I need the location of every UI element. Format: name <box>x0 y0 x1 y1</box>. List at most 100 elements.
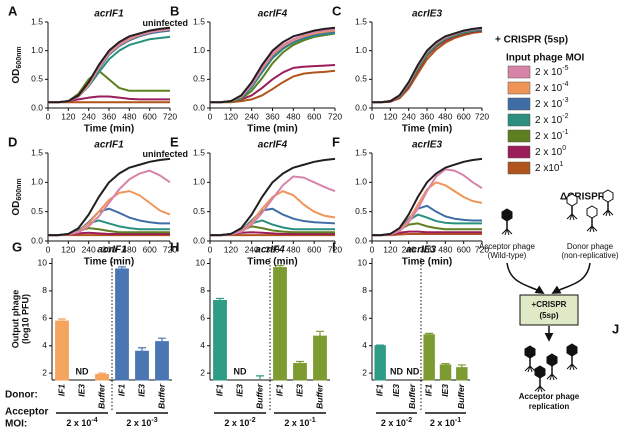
x-tick-label: 120 <box>61 111 75 121</box>
legend-swatch <box>507 161 531 175</box>
category-label: IF1 <box>374 384 384 397</box>
group-label-base: 2 x 10 <box>126 418 151 428</box>
category-label: IF1 <box>56 384 66 397</box>
legend-title: Input phage MOI <box>506 53 585 64</box>
x-tick-label: 240 <box>82 244 96 254</box>
legend-label-base: 2 x 10 <box>535 67 563 78</box>
bar <box>95 374 109 381</box>
legend-label-base: 2 x 10 <box>535 131 563 142</box>
series-line <box>48 35 171 104</box>
value-label: ND <box>406 366 419 376</box>
category-label: Buffer <box>407 383 417 409</box>
y-axis-label-main: OD <box>11 201 22 216</box>
bar <box>313 335 327 381</box>
x-axis-label: Time (min) <box>84 257 134 268</box>
group-label-exp: -2 <box>249 417 255 424</box>
panel-title: acrIE3 <box>406 245 436 256</box>
series-line <box>372 30 483 104</box>
crispr-box <box>519 294 579 326</box>
category-label: IE3 <box>294 384 304 397</box>
legend-label: 2 x 10-3 <box>535 97 569 110</box>
panel-letter: G <box>12 239 22 254</box>
bar <box>135 350 149 381</box>
legend-crispr: + CRISPR (5sp) <box>495 35 568 46</box>
x-tick-label: 720 <box>475 111 489 121</box>
arrow <box>506 262 545 294</box>
panel-letter: A <box>8 3 18 18</box>
diagram-text: (5sp) <box>539 311 558 320</box>
series-line <box>48 26 171 104</box>
group-label-base: 2 x 10 <box>381 418 406 428</box>
y-tick-label: 2 <box>362 367 367 377</box>
x-axis-label: Time (min) <box>84 124 134 135</box>
y-tick-label: 1.5 <box>31 147 43 157</box>
error-bar <box>58 318 66 322</box>
x-tick-label: 0 <box>46 111 51 121</box>
group-label: 2 x 10-1 <box>284 417 315 429</box>
panel-letter: I <box>332 239 336 254</box>
x-tick-label: 120 <box>224 244 238 254</box>
y-tick-label: 0.0 <box>193 235 205 245</box>
x-axis-label: Time (min) <box>247 257 297 268</box>
x-tick-label: 120 <box>383 244 397 254</box>
x-tick-label: 360 <box>420 244 434 254</box>
x-tick-label: 360 <box>102 244 116 254</box>
donor-phage <box>566 193 578 221</box>
acceptor-phage <box>501 208 513 236</box>
legend-swatch <box>507 65 531 79</box>
error-bar <box>216 297 224 301</box>
x-tick-label: 0 <box>46 244 51 254</box>
y-tick-label: 0.5 <box>355 74 367 84</box>
arrow <box>551 262 591 294</box>
x-tick-label: 240 <box>245 244 259 254</box>
y-tick-label: 0.5 <box>193 74 205 84</box>
series-line <box>210 64 336 104</box>
diagram-text: replication <box>529 402 570 411</box>
panel-title: acrIF4 <box>258 140 288 151</box>
series-line <box>210 31 336 104</box>
annotation: uninfected <box>142 18 188 28</box>
error-bar <box>425 332 434 335</box>
y-tick-label: 0.0 <box>355 102 367 112</box>
series-line <box>372 168 483 237</box>
x-tick-label: 360 <box>265 111 279 121</box>
category-label: IF1 <box>116 384 126 397</box>
diagram-text: Acceptor phage <box>479 242 536 251</box>
legend-label: 2 x 10-1 <box>535 129 569 142</box>
result-phage <box>546 353 558 381</box>
category-label: IE3 <box>234 384 244 397</box>
bar <box>115 268 129 381</box>
y-tick-label: 1.0 <box>31 177 43 187</box>
series-line <box>210 26 336 104</box>
y-tick-label: 1.5 <box>355 16 367 26</box>
x-tick-label: 240 <box>402 111 416 121</box>
y-tick-label: 4 <box>42 340 47 350</box>
group-label-base: 2 x 10 <box>284 418 309 428</box>
panel-title: acrIF1 <box>94 9 124 20</box>
legend-label-exp: 1 <box>559 161 563 168</box>
panel-letter: D <box>8 134 17 149</box>
x-tick-label: 120 <box>383 111 397 121</box>
category-label: Buffer <box>156 383 166 409</box>
panel-letter: C <box>332 3 342 18</box>
bar <box>456 367 468 381</box>
legend-swatch <box>507 129 531 143</box>
bar <box>213 299 227 381</box>
series-line <box>48 157 171 237</box>
result-phage <box>566 343 578 371</box>
error-bar <box>158 337 166 342</box>
result-phage <box>524 345 536 373</box>
category-label: IF1 <box>423 384 433 397</box>
x-tick-label: 600 <box>307 244 321 254</box>
y-tick-label: 1.0 <box>193 177 205 187</box>
error-bar <box>276 264 284 268</box>
y-tick-label: 2 <box>200 367 205 377</box>
donor-label: Donor: <box>5 390 38 401</box>
series-line <box>48 169 171 237</box>
error-bar <box>118 266 126 269</box>
diagram-text: Acceptor phage <box>519 392 580 401</box>
category-label: IE3 <box>76 384 86 397</box>
x-tick-label: 720 <box>475 244 489 254</box>
value-label: ND <box>234 366 247 376</box>
